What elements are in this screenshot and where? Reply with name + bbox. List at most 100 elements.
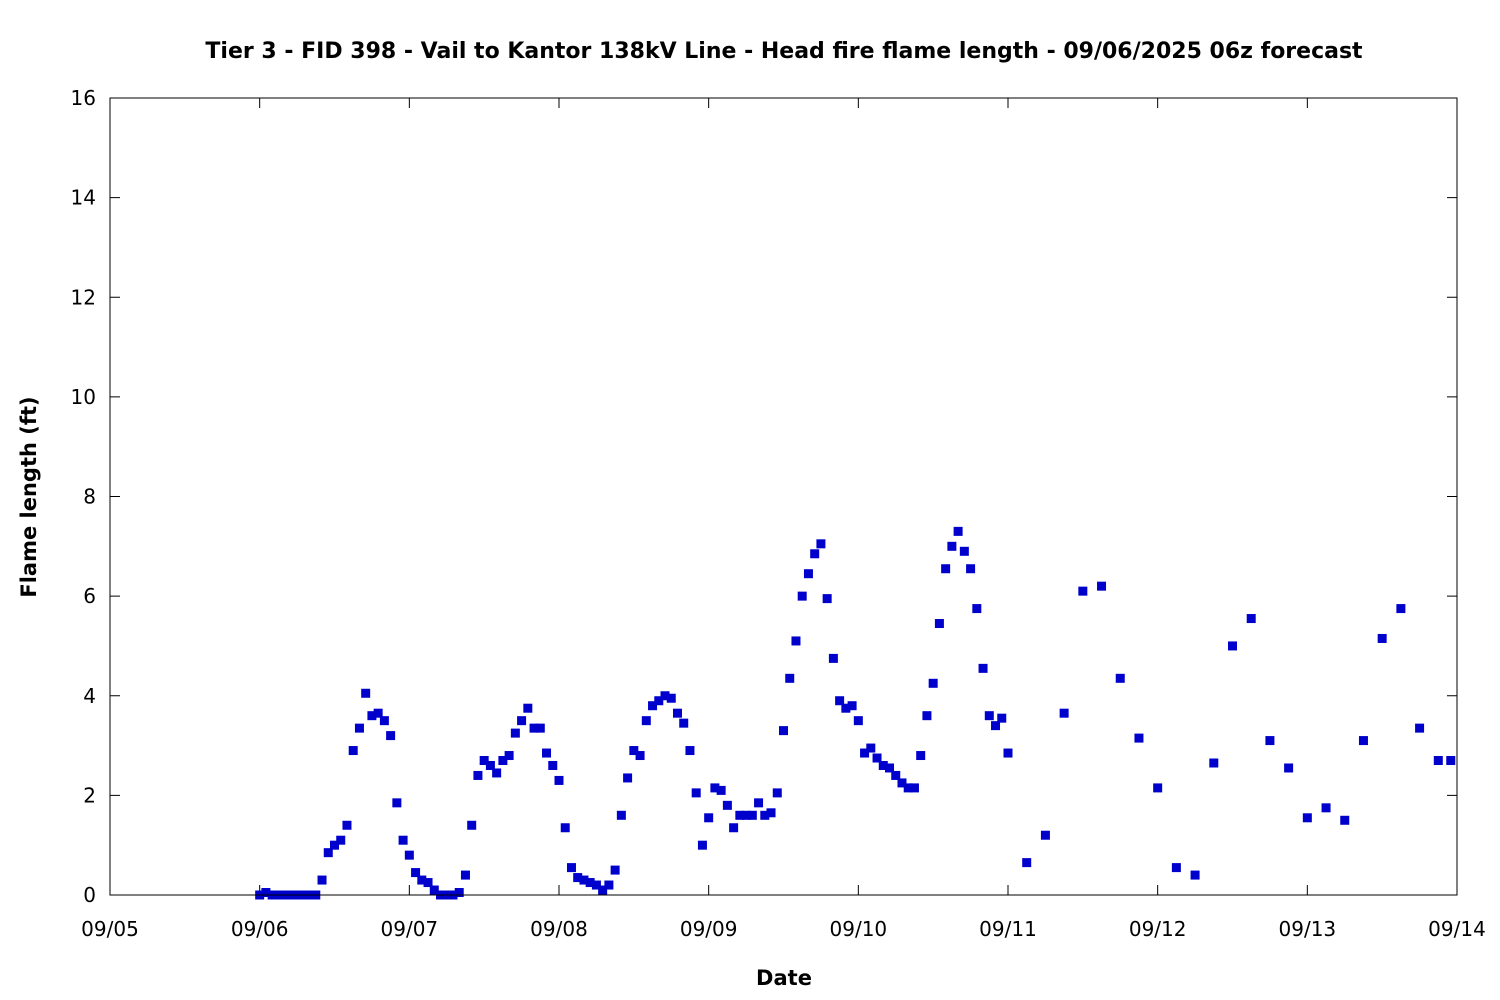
data-point	[803, 569, 813, 579]
data-point	[1059, 708, 1069, 718]
data-points	[255, 526, 1456, 900]
data-point	[548, 760, 558, 770]
data-point	[616, 810, 626, 820]
x-tick-label: 09/10	[830, 917, 888, 941]
data-point	[697, 840, 707, 850]
x-tick-label: 09/13	[1279, 917, 1337, 941]
data-point	[779, 726, 788, 736]
y-axis-label: Flame length (ft)	[17, 396, 41, 597]
data-point	[716, 785, 726, 795]
data-point	[1190, 870, 1200, 880]
data-point	[386, 731, 396, 741]
data-point	[1321, 803, 1331, 813]
y-tick-label: 14	[71, 186, 96, 210]
data-point	[579, 875, 589, 885]
data-point	[922, 711, 932, 721]
data-point	[1377, 633, 1387, 643]
data-point	[853, 716, 863, 726]
data-point	[542, 748, 552, 758]
data-point	[467, 820, 477, 830]
data-point	[1396, 604, 1406, 614]
data-point	[573, 873, 583, 883]
data-point	[423, 878, 433, 888]
data-point	[666, 693, 676, 703]
data-point	[710, 783, 720, 793]
data-point	[641, 716, 651, 726]
y-tick-label: 8	[83, 485, 96, 509]
data-point	[411, 868, 421, 878]
data-point	[560, 823, 570, 833]
data-point	[529, 723, 539, 733]
data-point	[903, 783, 913, 793]
data-point	[909, 783, 919, 793]
data-point	[261, 888, 271, 898]
data-point	[953, 526, 963, 536]
x-tick-label: 09/07	[381, 917, 439, 941]
data-point	[766, 808, 776, 818]
data-point	[891, 770, 901, 780]
data-point	[591, 880, 601, 890]
data-point	[379, 716, 389, 726]
data-point	[354, 723, 364, 733]
data-point	[978, 663, 988, 673]
data-point	[317, 875, 327, 885]
data-point	[878, 760, 888, 770]
data-point	[828, 653, 838, 663]
x-tick-label: 09/09	[680, 917, 738, 941]
plot-frame	[109, 97, 1458, 896]
x-tick-label: 09/06	[231, 917, 289, 941]
data-point	[585, 878, 595, 888]
data-point	[1134, 733, 1144, 743]
data-point	[1415, 723, 1425, 733]
x-tick-label: 09/14	[1428, 917, 1486, 941]
data-point	[348, 746, 358, 756]
data-point	[866, 743, 876, 753]
data-point	[566, 863, 576, 873]
data-point	[398, 835, 408, 845]
data-point	[835, 696, 845, 706]
data-point	[810, 549, 820, 559]
y-tick-label: 2	[83, 783, 96, 807]
data-point	[1115, 673, 1125, 683]
data-point	[984, 711, 994, 721]
data-point	[972, 604, 982, 614]
data-point	[991, 721, 1001, 731]
data-point	[722, 800, 732, 810]
data-point	[1003, 748, 1013, 758]
chart-title: Tier 3 - FID 398 - Vail to Kantor 138kV …	[205, 39, 1363, 64]
data-point	[460, 870, 470, 880]
data-point	[454, 888, 464, 898]
data-point	[966, 564, 976, 574]
x-tick-label: 09/08	[530, 917, 588, 941]
data-point	[735, 810, 745, 820]
data-point	[1358, 736, 1368, 746]
data-point	[679, 718, 689, 728]
data-point	[816, 539, 826, 549]
x-tick-label: 09/05	[81, 917, 139, 941]
data-point	[610, 865, 620, 875]
data-point	[336, 835, 346, 845]
data-point	[1340, 815, 1350, 825]
data-point	[604, 880, 614, 890]
data-point	[934, 619, 944, 629]
data-point	[342, 820, 352, 830]
data-point	[1446, 756, 1456, 766]
data-point	[648, 701, 658, 711]
data-point	[498, 756, 508, 766]
data-point	[510, 728, 520, 738]
data-point	[635, 751, 645, 761]
data-point	[654, 696, 664, 706]
data-point	[704, 813, 714, 823]
data-point	[672, 708, 682, 718]
data-point	[517, 716, 527, 726]
data-point	[429, 885, 439, 895]
data-point	[997, 713, 1007, 723]
data-point	[485, 760, 495, 770]
y-tick-label: 4	[83, 684, 96, 708]
data-point	[916, 751, 926, 761]
data-point	[747, 810, 757, 820]
x-axis: 09/05 09/06 09/07 09/08 09/09 09/10 09/11 09/12…	[81, 98, 1486, 941]
y-axis: 0 2 4 6 8 10 12 14 16	[71, 86, 1457, 907]
data-point	[1246, 614, 1256, 624]
